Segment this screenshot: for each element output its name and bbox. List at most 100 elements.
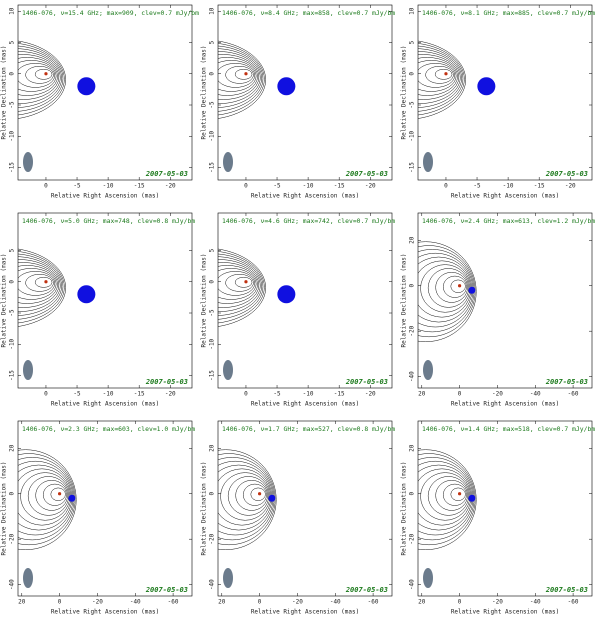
x-tick-label: -5: [273, 183, 281, 190]
contour-line: [218, 43, 265, 116]
x-tick-label: -10: [503, 183, 514, 190]
contour-line: [18, 259, 61, 312]
y-tick-label: 0: [9, 72, 16, 76]
contour-line: [418, 464, 473, 531]
contour-line: [18, 48, 62, 108]
x-tick-label: 0: [258, 599, 262, 606]
y-tick-label: -15: [409, 162, 416, 173]
y-tick-label: 5: [209, 40, 216, 44]
contour-line: [418, 256, 473, 323]
component: [277, 77, 296, 96]
x-tick-label: -60: [368, 599, 379, 606]
y-tick-label: 10: [9, 7, 16, 15]
contour-line: [18, 63, 56, 88]
y-axis-label: Relative Declination (mas): [201, 462, 208, 556]
contour-line: [18, 57, 58, 96]
y-tick-label: 20: [409, 444, 416, 452]
x-axis-label: Relative Right Ascension (mas): [51, 401, 159, 408]
panel: 0 -5 -10 -15 -20 10 5 0 -5 -10 -15 1406-076, ν=8.1 …: [401, 4, 595, 200]
contour-line: [25, 66, 54, 84]
date-label: 2007-05-03: [545, 378, 588, 386]
contour-line: [225, 274, 254, 292]
core: [258, 492, 262, 496]
x-tick-label: 0: [444, 183, 448, 190]
contour-line: [418, 63, 456, 88]
contour-line: [218, 262, 260, 308]
contour-line: [18, 457, 75, 541]
core: [44, 72, 48, 76]
contour-line: [234, 276, 253, 288]
contour-line: [218, 51, 261, 104]
x-tick-label: -20: [165, 391, 176, 398]
chart-title: 1406-076, ν=2.3 GHz; max=603, clev=1.0 m…: [22, 425, 195, 433]
beam: [223, 360, 233, 380]
contour-line: [218, 251, 265, 324]
plot-frame: [417, 420, 593, 597]
x-tick-label: 0: [58, 599, 62, 606]
y-tick-label: -10: [9, 338, 16, 349]
y-axis-label: Relative Declination (mas): [401, 46, 408, 140]
x-tick-label: -10: [303, 391, 314, 398]
y-tick-label: -40: [9, 579, 16, 590]
y-tick-label: 5: [209, 248, 216, 252]
x-tick-label: 20: [418, 391, 426, 398]
contour-line: [218, 464, 273, 531]
contour-line: [18, 45, 64, 112]
y-tick-label: -5: [9, 309, 16, 317]
y-tick-label: 0: [209, 280, 216, 284]
panel: 0 -5 -10 -15 -20 10 5 0 -5 -10 -15 1406-076, ν=8.4 …: [201, 4, 395, 200]
date-label: 2007-05-03: [545, 170, 588, 178]
plot-frame: [17, 4, 193, 181]
contour-line: [418, 51, 461, 104]
x-tick-label: -10: [103, 391, 114, 398]
contour-line: [218, 256, 262, 316]
y-axis-label: Relative Declination (mas): [201, 254, 208, 348]
contour-line: [18, 60, 57, 92]
date-label: 2007-05-03: [345, 378, 388, 386]
contour-line: [418, 57, 458, 96]
y-tick-label: 0: [409, 284, 416, 288]
y-tick-label: -10: [9, 130, 16, 141]
contour-line: [434, 68, 453, 80]
x-tick-label: 0: [458, 599, 462, 606]
y-tick-label: 0: [409, 492, 416, 496]
contour-line: [34, 68, 53, 80]
contour-line: [18, 460, 74, 536]
x-tick-label: -5: [73, 391, 81, 398]
contour-line: [35, 480, 68, 511]
chart-title: 1406-076, ν=8.4 GHz; max=858, clev=0.7 m…: [222, 9, 395, 17]
contour-line: [18, 251, 65, 324]
x-tick-label: -10: [103, 183, 114, 190]
date-label: 2007-05-03: [145, 378, 188, 386]
x-tick-label: -15: [534, 183, 545, 190]
contour-line: [418, 245, 476, 338]
date-label: 2007-05-03: [345, 586, 388, 594]
y-tick-label: 10: [209, 7, 216, 15]
y-tick-label: -10: [409, 130, 416, 141]
contour-line: [18, 253, 64, 320]
contour-line: [218, 57, 258, 96]
contour-line: [18, 43, 65, 116]
y-tick-label: 0: [9, 280, 16, 284]
contour-line: [418, 460, 474, 536]
chart-title: 1406-076, ν=1.7 GHz; max=527, clev=0.8 m…: [222, 425, 395, 433]
y-tick-label: 0: [209, 72, 216, 76]
beam: [23, 568, 33, 588]
chart-title: 1406-076, ν=1.4 GHz; max=518, clev=0.7 m…: [422, 425, 595, 433]
chart-title: 1406-076, ν=15.4 GHz; max=909, clev=0.7 …: [22, 9, 199, 17]
contour-line: [427, 476, 469, 516]
date-label: 2007-05-03: [145, 586, 188, 594]
core: [458, 492, 462, 496]
contour-line: [218, 453, 276, 546]
x-tick-label: -40: [130, 599, 141, 606]
core: [444, 72, 448, 76]
panel: 0 -5 -10 -15 -20 5 0 -5 -10 -15 1406-076, ν=5.0 GH…: [1, 212, 195, 408]
y-axis-label: Relative Declination (mas): [1, 46, 8, 140]
x-tick-label: -20: [492, 391, 503, 398]
contour-line: [425, 66, 454, 84]
contour-line: [242, 483, 267, 506]
y-tick-label: 20: [209, 444, 216, 452]
component: [277, 285, 296, 304]
contour-line: [218, 268, 257, 300]
contour-line: [435, 272, 468, 303]
